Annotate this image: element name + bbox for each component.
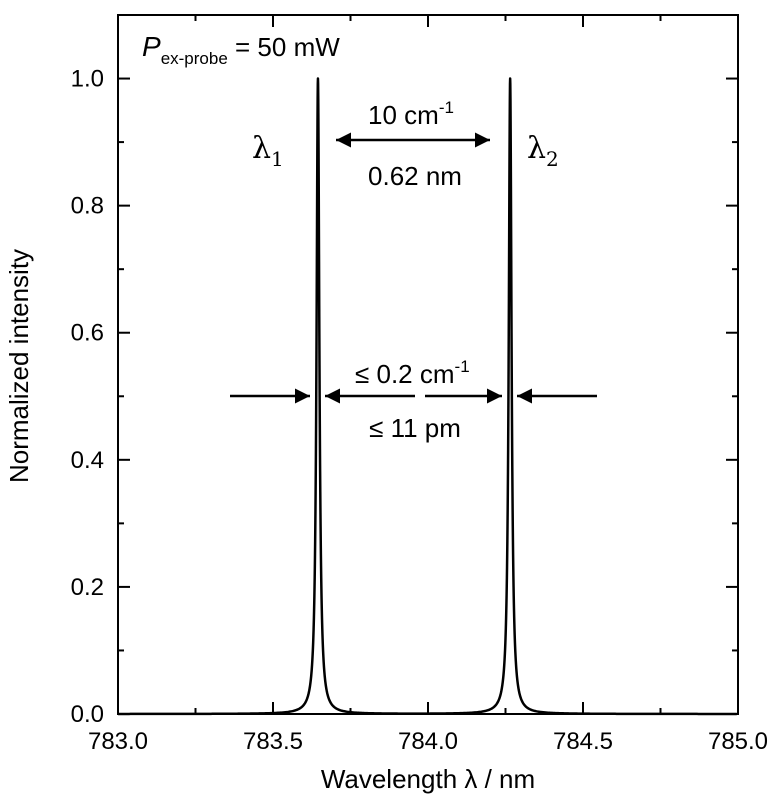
y-tick-label: 0.0 bbox=[71, 701, 104, 728]
y-tick-label: 0.2 bbox=[71, 574, 104, 601]
x-tick-label: 784.5 bbox=[553, 728, 613, 755]
power-value: = 50 mW bbox=[228, 32, 340, 62]
x-tick-label: 783.5 bbox=[243, 728, 303, 755]
linewidth-wavenumber: ≤ 0.2 cm-1 bbox=[355, 357, 470, 389]
linewidth-wavenumber-exp: -1 bbox=[455, 357, 470, 376]
peak-2-label: λ2 bbox=[527, 131, 559, 171]
x-tick-label: 785.0 bbox=[708, 728, 768, 755]
separation-wavelength: 0.62 nm bbox=[368, 161, 462, 191]
linewidth-wavelength: ≤ 11 pm bbox=[369, 413, 461, 443]
peak-1-label: λ1 bbox=[252, 131, 284, 171]
spectrum-series-line bbox=[117, 77, 737, 716]
x-tick-label: 783.0 bbox=[88, 728, 148, 755]
power-annotation: Pex-probe = 50 mW bbox=[142, 31, 340, 68]
peak-2-subscript: 2 bbox=[546, 147, 559, 171]
power-symbol: P bbox=[142, 31, 161, 62]
x-tick-labels: 783.0 783.5 784.0 784.5 785.0 bbox=[88, 728, 768, 755]
y-tick-label: 0.8 bbox=[71, 193, 104, 220]
separation-wavenumber: 10 cm-1 bbox=[368, 98, 454, 130]
linewidth-wavenumber-base: ≤ 0.2 cm bbox=[355, 359, 455, 389]
peak-2-symbol: λ bbox=[527, 131, 546, 166]
power-subscript: ex-probe bbox=[161, 49, 228, 68]
y-tick-label: 1.0 bbox=[71, 66, 104, 93]
separation-wavenumber-base: 10 cm bbox=[368, 100, 439, 130]
peak-1-symbol: λ bbox=[252, 131, 271, 166]
y-tick-labels: 0.0 0.2 0.4 0.6 0.8 1.0 bbox=[71, 66, 104, 728]
peak-1-subscript: 1 bbox=[271, 147, 284, 171]
y-tick-label: 0.6 bbox=[71, 320, 104, 347]
separation-wavenumber-exp: -1 bbox=[439, 98, 454, 117]
x-axis-title: Wavelength λ / nm bbox=[321, 764, 535, 794]
x-tick-label: 784.0 bbox=[398, 728, 458, 755]
y-tick-label: 0.4 bbox=[71, 447, 104, 474]
y-axis-title: Normalized intensity bbox=[4, 249, 34, 483]
